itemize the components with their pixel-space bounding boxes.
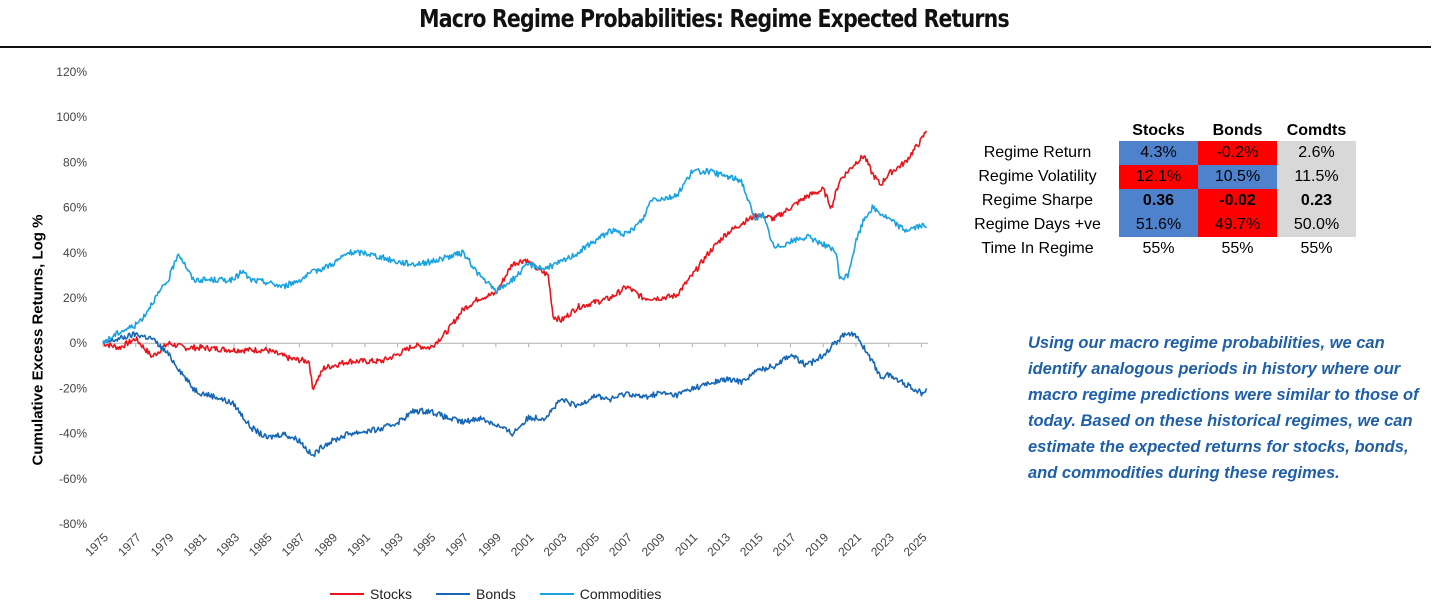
y-tick-label: -60% [59,472,87,486]
y-tick-label: 100% [56,110,87,124]
legend-swatch-bonds [436,593,471,595]
table-cell: 4.3% [1119,141,1198,165]
x-tick-label: 1977 [115,530,144,559]
legend-label-bonds: Bonds [476,586,516,602]
x-tick-label: 2015 [737,530,766,559]
table-cell: 12.1% [1119,165,1198,189]
x-tick-label: 1993 [377,530,406,559]
x-tick-label: 1983 [213,530,242,559]
chart-legend: Stocks Bonds Commodities [330,586,661,602]
row-label: Regime Days +ve [974,216,1101,233]
x-tick-label: 2019 [803,530,832,559]
x-tick-label: 1997 [442,530,471,559]
table-body: Regime Return 4.3% -0.2% 2.6% Regime Volatil… [960,141,1356,261]
table-cell: 55% [1198,237,1277,261]
legend-label-stocks: Stocks [370,586,413,602]
y-tick-label: -20% [59,381,87,395]
row-label: Time In Regime [981,240,1094,257]
legend-item-commodities: Commodities [539,586,662,602]
commentary-note: Using our macro regime probabilities, we… [1028,334,1419,482]
y-tick-label: 80% [63,155,87,169]
table-cell: -0.2% [1198,141,1277,165]
series-line-commodities [102,167,928,345]
x-tick-label: 2005 [573,530,602,559]
y-tick-label: 0% [70,336,88,350]
table-cell: 55% [1277,237,1356,261]
x-tick-label: 1985 [246,530,275,559]
x-tick-label: 1987 [279,530,308,559]
table-row: Regime Volatility 12.1% 10.5% 11.5% [960,165,1356,189]
series-line-stocks [102,130,928,391]
x-tick-label: 2001 [508,530,537,559]
x-tick-label: 2007 [606,530,635,559]
x-tick-label: 1979 [148,530,177,559]
legend-item-stocks: Stocks [330,586,412,602]
table-row: Regime Sharpe 0.36 -0.02 0.23 [960,189,1356,213]
table-row: Regime Days +ve 51.6% 49.7% 50.0% [960,213,1356,237]
y-axis-label: Cumulative Excess Returns, Log % [29,214,47,466]
title-divider [0,46,1431,48]
legend-item-bonds: Bonds [436,586,516,602]
x-tick-label: 1981 [181,530,210,559]
table-header-row: Stocks Bonds Comdts [960,121,1356,141]
row-label: Regime Return [983,144,1092,161]
table-cell: 0.23 [1277,189,1356,213]
y-tick-label: -80% [59,517,87,531]
table-row: Regime Return 4.3% -0.2% 2.6% [960,141,1356,165]
legend-label-commodities: Commodities [579,586,662,602]
line-chart: 120%100%80%60%40%20%0%-20%-40%-60%-80%19… [56,65,930,559]
x-tick-label: 2025 [901,530,930,559]
x-tick-label: 1991 [344,530,373,559]
x-tick-label: 2021 [835,530,864,559]
y-tick-label: -40% [59,427,87,441]
page-title: Macro Regime Probabilities: Regime Expec… [419,4,1010,33]
column-header-comdts: Comdts [1286,122,1347,139]
y-tick-label: 40% [63,246,87,260]
y-tick-label: 20% [63,291,87,305]
table-cell: 0.36 [1119,189,1198,213]
x-tick-label: 2009 [639,530,668,559]
regime-stats-table: Stocks Bonds Comdts Regime Return 4.3% -0.… [960,121,1356,261]
table-cell: 11.5% [1277,165,1356,189]
legend-swatch-stocks [330,593,364,595]
table-cell: 2.6% [1277,141,1356,165]
x-tick-label: 2003 [541,530,570,559]
column-header-bonds: Bonds [1212,122,1263,139]
series-line-bonds [102,331,928,458]
x-tick-label: 2013 [704,530,733,559]
table-row: Time In Regime 55% 55% 55% [960,237,1356,261]
x-tick-label: 2011 [672,530,700,558]
y-tick-label: 120% [56,65,87,79]
x-tick-label: 2023 [868,530,897,559]
table-cell: 49.7% [1198,213,1277,237]
legend-swatch-commodities [539,593,574,595]
column-header-stocks: Stocks [1132,122,1185,139]
table-cell: 51.6% [1119,213,1198,237]
x-tick-label: 1975 [82,530,111,559]
x-tick-label: 1989 [312,530,341,559]
x-tick-label: 1999 [475,530,504,559]
table-cell: 10.5% [1198,165,1277,189]
row-label: Regime Sharpe [981,192,1094,209]
row-label: Regime Volatility [978,168,1097,185]
table-cell: -0.02 [1198,189,1277,213]
y-tick-label: 60% [63,201,87,215]
x-tick-label: 1995 [410,530,439,559]
table-cell: 55% [1119,237,1198,261]
table-header-corner [960,121,1119,141]
x-tick-label: 2017 [770,530,799,559]
table-cell: 50.0% [1277,213,1356,237]
